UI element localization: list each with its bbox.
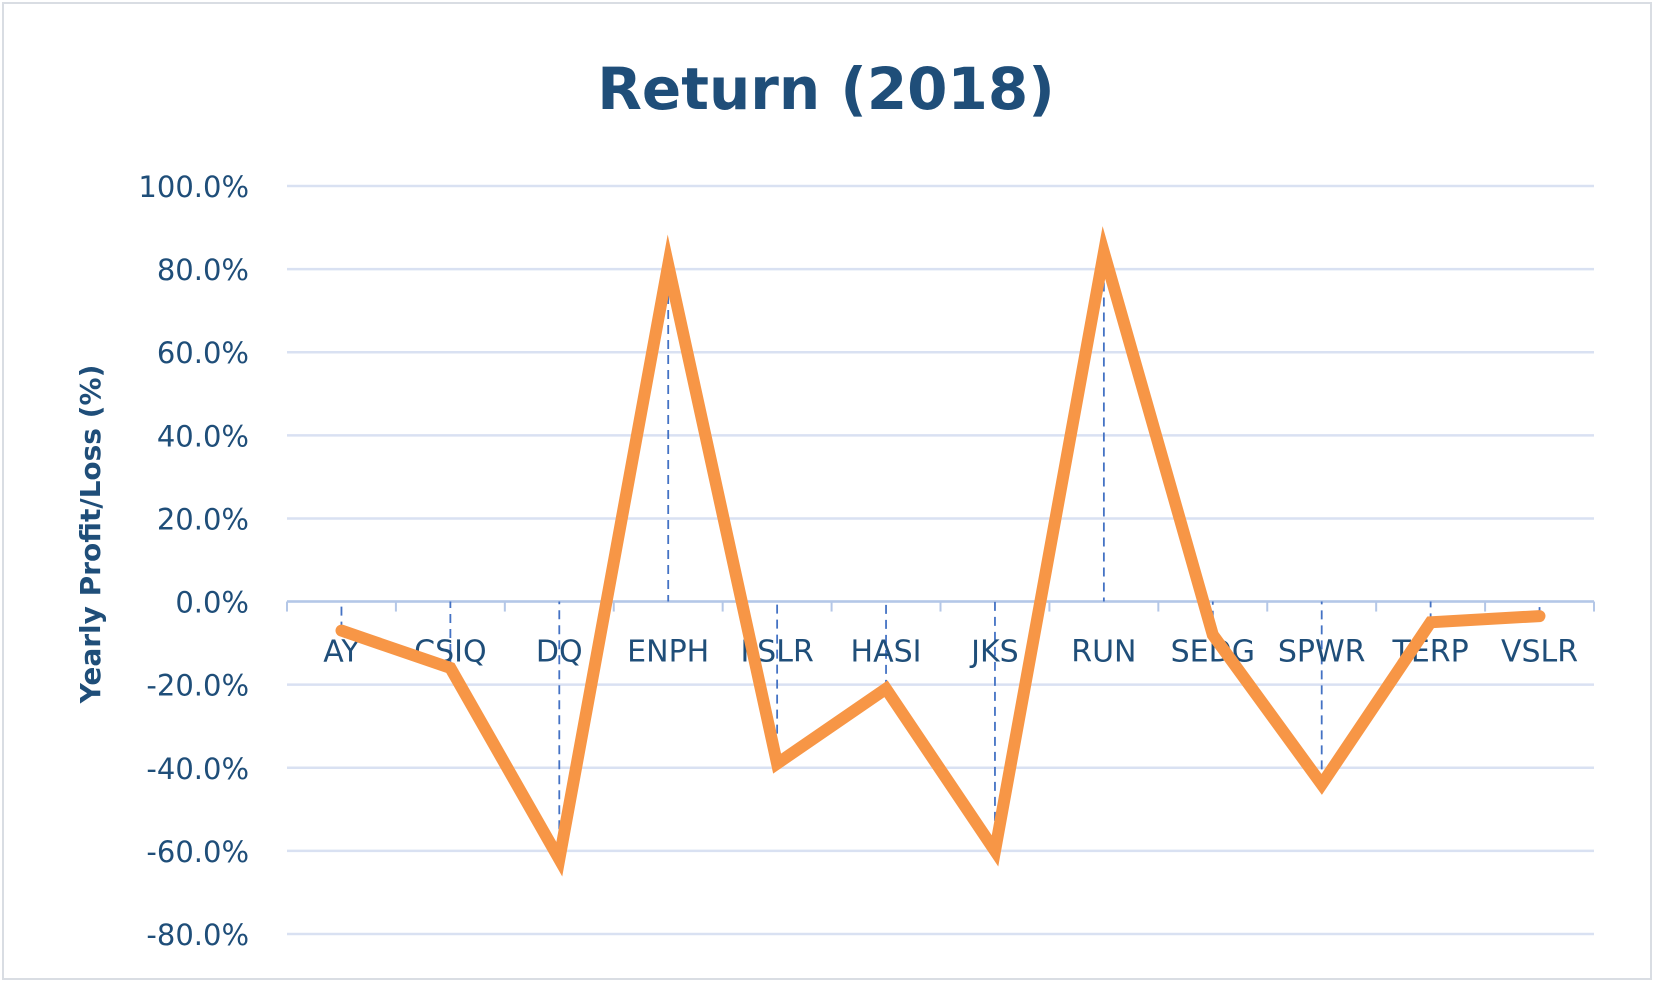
x-tick-label: VSLR: [1501, 635, 1578, 670]
grid-lines: [287, 184, 1594, 936]
chart-title: Return (2018): [597, 55, 1055, 123]
y-tick-label: 40.0%: [157, 419, 249, 453]
y-tick-label: 20.0%: [157, 502, 249, 536]
series-line: [335, 226, 1546, 877]
data-point-fslr: [776, 762, 779, 765]
series-layer: [335, 226, 1546, 877]
y-tick-label: 80.0%: [157, 253, 249, 287]
data-point-enph: [667, 263, 670, 266]
y-tick-label: 60.0%: [157, 336, 249, 370]
data-point-spwr: [1320, 783, 1323, 786]
data-point-terp: [1429, 621, 1432, 624]
data-point-run: [1102, 251, 1105, 254]
x-tick-label: JKS: [969, 635, 1019, 670]
y-tick-label: 0.0%: [175, 586, 249, 620]
data-point-vslr: [1538, 615, 1541, 618]
data-point-hasi: [885, 687, 888, 690]
x-tick-label: SPWR: [1278, 635, 1366, 670]
y-tick-labels: 100.0% 80.0% 60.0% 40.0% 20.0% 0.0% -20.0% -40.…: [138, 170, 249, 952]
data-point-dq: [558, 858, 561, 861]
x-tick-labels: AY CSIQ DQ ENPH FSLR HASI JKS RUN SEDG SPWR TERP VS…: [323, 635, 1578, 670]
x-tick-label: ENPH: [627, 635, 709, 670]
y-tick-label: 100.0%: [138, 170, 249, 204]
line-chart: Return (2018) Yearly Profit/Loss (%) 100…: [74, 55, 1595, 952]
y-axis-label: Yearly Profit/Loss (%): [74, 365, 107, 705]
y-tick-label: -20.0%: [146, 669, 249, 703]
data-point-ay: [340, 629, 343, 632]
y-tick-label: -40.0%: [146, 752, 249, 786]
x-axis: [286, 600, 1595, 612]
data-point-jks: [993, 849, 996, 852]
y-tick-label: -60.0%: [146, 835, 249, 869]
x-tick-label: DQ: [536, 635, 583, 670]
x-tick-label: HASI: [851, 635, 922, 670]
data-point-csiq: [449, 667, 452, 670]
data-point-sedg: [1211, 633, 1214, 636]
x-tick-label: RUN: [1071, 635, 1136, 670]
y-tick-label: -80.0%: [146, 918, 249, 952]
